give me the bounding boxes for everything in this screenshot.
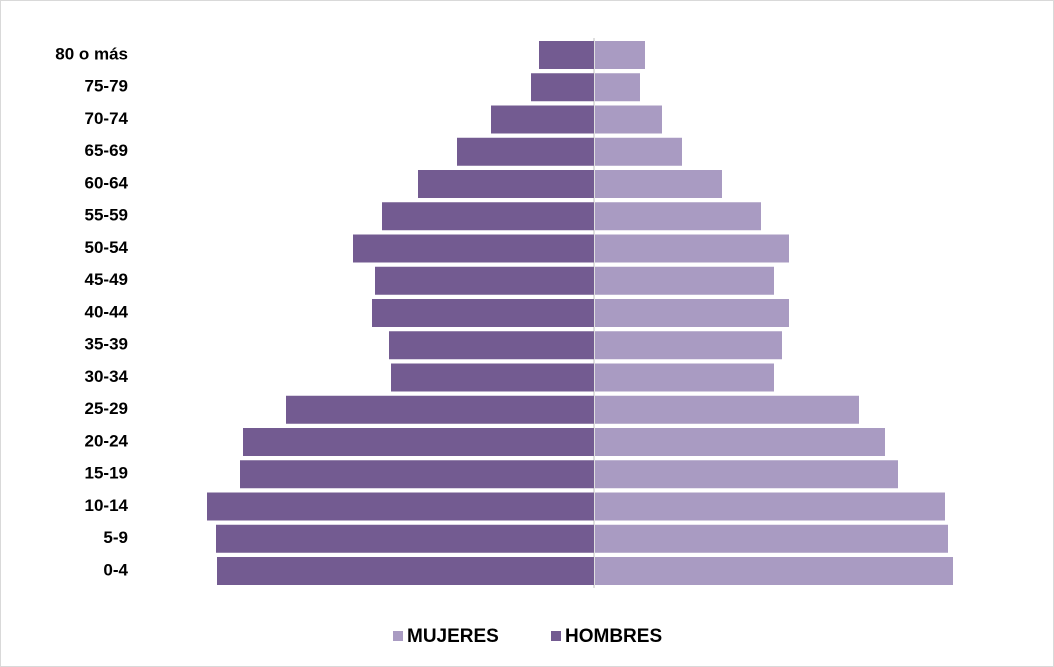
bar <box>389 331 594 360</box>
bar <box>418 170 594 198</box>
y-tick-label: 80 o más <box>55 44 128 63</box>
bar <box>216 524 594 553</box>
bar <box>217 557 594 585</box>
bar <box>595 41 645 69</box>
bar <box>372 299 594 327</box>
y-tick-label: 10-14 <box>85 496 129 515</box>
bar <box>595 557 953 585</box>
y-tick-label: 55-59 <box>85 206 128 225</box>
y-tick-label: 70-74 <box>85 109 129 128</box>
y-tick-label: 15-19 <box>85 464 128 483</box>
bar <box>595 331 782 360</box>
bar <box>595 299 789 327</box>
y-tick-label: 20-24 <box>85 431 129 450</box>
bar <box>595 234 789 263</box>
y-tick-label: 40-44 <box>85 302 129 321</box>
bar <box>240 460 594 489</box>
legend-label: MUJERES <box>407 626 499 647</box>
bar <box>595 363 774 392</box>
bar <box>595 460 898 489</box>
y-tick-label: 25-29 <box>85 399 128 418</box>
legend-label: HOMBRES <box>565 626 662 647</box>
bar <box>391 363 594 392</box>
bar <box>595 73 640 102</box>
legend-swatch <box>393 631 403 641</box>
bar <box>595 492 945 521</box>
bar <box>382 202 594 231</box>
y-tick-label: 45-49 <box>85 270 128 289</box>
bar <box>531 73 594 102</box>
bar <box>353 234 594 263</box>
y-tick-label: 60-64 <box>85 173 129 192</box>
bar <box>595 137 682 166</box>
bar <box>595 202 761 231</box>
y-tick-label: 0-4 <box>103 560 128 579</box>
y-tick-label: 35-39 <box>85 335 128 354</box>
y-tick-label: 50-54 <box>85 238 129 257</box>
bar <box>243 428 594 456</box>
y-tick-label: 65-69 <box>85 141 128 160</box>
bar <box>595 105 662 134</box>
y-tick-label: 30-34 <box>85 367 129 386</box>
bar <box>595 395 859 424</box>
bar <box>595 524 948 553</box>
bar <box>595 266 774 295</box>
bar <box>375 266 594 295</box>
bar <box>286 395 594 424</box>
bar <box>539 41 594 69</box>
y-tick-label: 5-9 <box>103 528 128 547</box>
bar <box>595 428 885 456</box>
bar <box>595 170 722 198</box>
y-tick-label: 75-79 <box>85 77 128 96</box>
legend-swatch <box>551 631 561 641</box>
bar <box>457 137 594 166</box>
bar <box>207 492 594 521</box>
bar <box>491 105 594 134</box>
